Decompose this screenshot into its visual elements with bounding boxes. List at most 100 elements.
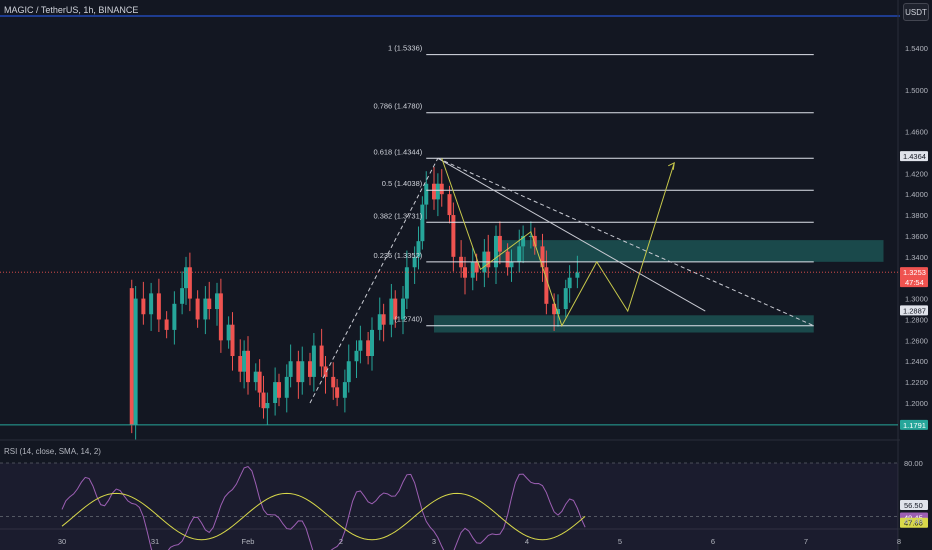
candle-body xyxy=(451,215,456,257)
candle-body xyxy=(149,293,154,315)
fib-levels: 1 (1.5336) 0.786 (1.4780) 0.618 (1.4344) 0.… xyxy=(373,44,814,327)
fib-label-0.236: 0.236 (1.3352) xyxy=(373,251,422,260)
candle-body xyxy=(494,235,498,268)
price-badge-label: 1.1791 xyxy=(903,421,926,430)
candle-body xyxy=(242,350,247,372)
candle-body xyxy=(226,324,231,341)
candle-body xyxy=(474,262,479,273)
price-tick: 1.4600 xyxy=(905,128,928,137)
candle-body xyxy=(540,246,545,268)
candle-body xyxy=(180,288,185,304)
candle-body xyxy=(342,382,347,398)
candle-body xyxy=(447,194,452,216)
candle-body xyxy=(133,298,138,425)
candle-body xyxy=(393,298,398,320)
symbol-title[interactable]: MAGIC / TetherUS, 1h, BINANCE xyxy=(4,5,139,15)
candle-body xyxy=(358,340,363,351)
price-badge xyxy=(900,151,928,162)
fib-label-0.786: 0.786 (1.4780) xyxy=(373,102,422,111)
rsi-pane xyxy=(0,462,898,550)
candle-body xyxy=(346,361,351,383)
currency-button[interactable]: USDT xyxy=(903,3,929,21)
candle-body xyxy=(261,392,266,409)
candle-body xyxy=(308,361,312,377)
candle-body xyxy=(238,356,243,372)
candle-body xyxy=(556,309,560,315)
price-tick: 1.5000 xyxy=(905,86,928,95)
candle-body xyxy=(567,277,572,289)
price-tick: 1.2400 xyxy=(905,357,928,366)
pattern-projection xyxy=(441,158,675,327)
time-axis: 30 31 Feb 2 3 4 5 6 7 8 xyxy=(58,537,901,546)
price-tick: 1.3800 xyxy=(905,211,928,220)
candle-body xyxy=(203,298,208,320)
rsi-legend[interactable]: RSI (14, close, SMA, 14, 2) xyxy=(4,447,101,456)
candle-body xyxy=(416,241,421,257)
candle-body xyxy=(366,340,371,357)
rsi-tick: 47.66 xyxy=(904,519,923,528)
candle-body xyxy=(370,329,374,357)
candle-body xyxy=(401,298,405,320)
price-tick: 1.2200 xyxy=(905,378,928,387)
rsi-line xyxy=(61,465,586,550)
candles xyxy=(129,167,580,440)
candle-body xyxy=(439,183,444,195)
rsi-tick: 56.50 xyxy=(904,501,923,510)
trendline-1 xyxy=(437,157,814,327)
price-badge-label: 1.4364 xyxy=(903,152,926,161)
candle-body xyxy=(257,371,262,393)
price-axis: 1.5400 1.5000 1.4600 1.4200 1.4000 1.3800 1.36… xyxy=(900,44,928,528)
zone-0 xyxy=(496,240,884,262)
candle-body xyxy=(470,262,475,278)
time-tick: 3 xyxy=(432,537,436,546)
candle-body xyxy=(497,235,502,252)
candle-body xyxy=(218,293,223,341)
rsi-tick: 47.48 xyxy=(904,517,923,526)
price-tick: 1.3600 xyxy=(905,232,928,241)
candle-body xyxy=(311,345,316,377)
candle-body xyxy=(187,267,192,299)
candle-body xyxy=(300,361,305,383)
candle-body xyxy=(354,350,359,362)
arrow-head-icon xyxy=(668,161,675,170)
time-tick: 7 xyxy=(804,537,808,546)
fib-label-0: (1.2740) xyxy=(394,315,422,324)
candle-body xyxy=(505,251,510,268)
candle-body xyxy=(319,345,324,367)
time-tick: 8 xyxy=(897,537,901,546)
candle-body xyxy=(552,303,557,315)
time-tick: 30 xyxy=(58,537,66,546)
price-tick: 1.2600 xyxy=(905,336,928,345)
price-badge-label: 1.2887 xyxy=(903,306,926,315)
trendlines xyxy=(309,157,814,404)
candle-body xyxy=(129,288,134,425)
candle-body xyxy=(284,376,289,398)
candle-body xyxy=(215,293,219,310)
price-tick: 1.2000 xyxy=(905,399,928,408)
candle-body xyxy=(532,235,537,247)
rsi-band xyxy=(0,463,898,550)
price-tick: 1.4200 xyxy=(905,169,928,178)
candle-body xyxy=(404,267,409,299)
candle-body xyxy=(381,314,386,325)
price-badge xyxy=(900,267,928,288)
candle-body xyxy=(544,267,549,304)
price-tick: 1.3000 xyxy=(905,295,928,304)
countdown-label: 47:54 xyxy=(905,278,924,287)
candle-body xyxy=(323,366,328,377)
time-tick: 2 xyxy=(339,537,343,546)
candle-body xyxy=(335,387,340,398)
candle-body xyxy=(509,262,514,268)
candle-body xyxy=(296,361,301,383)
rsi-tick: 80.00 xyxy=(904,459,923,468)
candle-body xyxy=(528,235,533,237)
candle-body xyxy=(331,376,336,388)
rsi-badge xyxy=(900,499,928,510)
price-badge-label: 1.3253 xyxy=(903,268,926,277)
candle-body xyxy=(389,298,394,325)
candle-body xyxy=(432,183,436,200)
time-tick: 5 xyxy=(618,537,622,546)
fib-label-0.5: 0.5 (1.4038) xyxy=(382,179,423,188)
candle-body xyxy=(246,350,250,383)
